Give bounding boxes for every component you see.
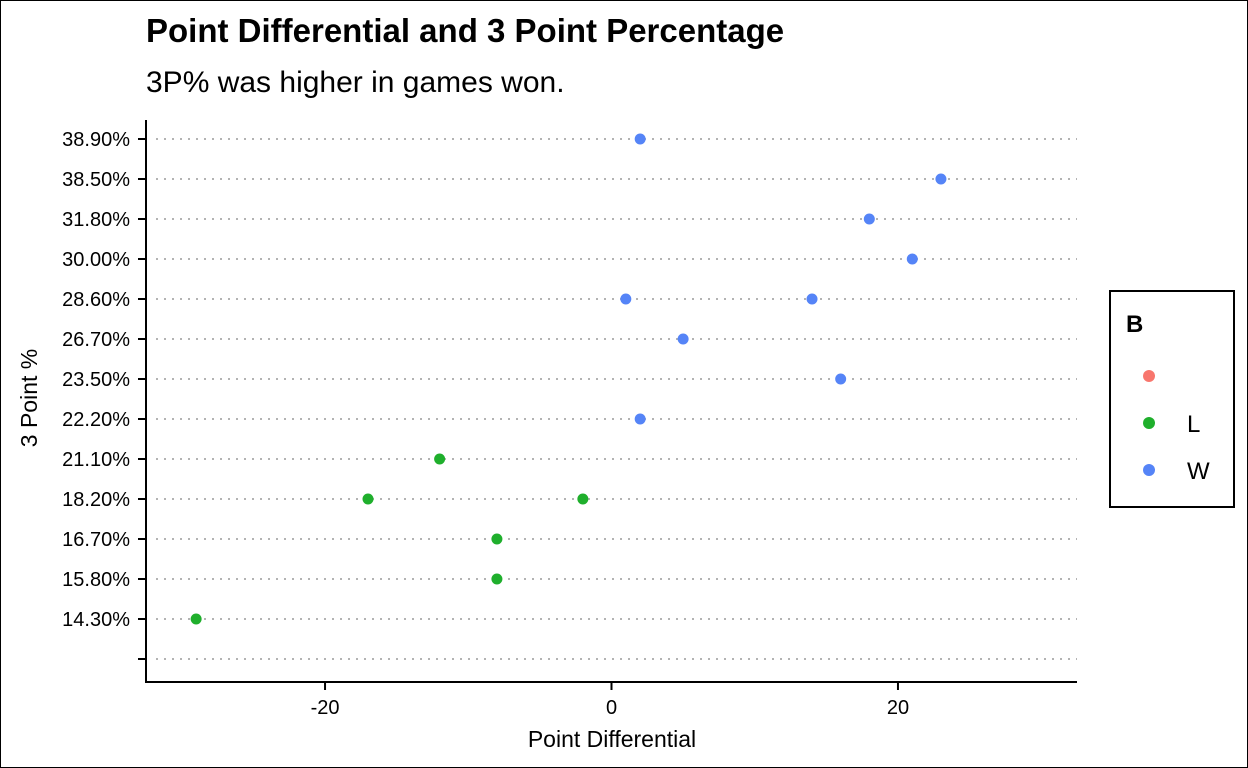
legend-key [1143, 464, 1155, 476]
data-point-w [906, 253, 918, 265]
data-point-l [362, 493, 374, 505]
data-point-w [620, 293, 632, 305]
y-tick-label: 38.50% [62, 169, 130, 191]
chart-title: Point Differential and 3 Point Percentag… [146, 12, 784, 49]
y-tick-label: 23.50% [62, 369, 130, 391]
data-points [190, 133, 947, 625]
legend: B LW [1109, 290, 1235, 508]
y-tick-label: 21.10% [62, 449, 130, 471]
data-point-w [677, 333, 689, 345]
data-point-l [491, 533, 503, 545]
y-tick-label: 31.80% [62, 209, 130, 231]
chart-subtitle: 3P% was higher in games won. [146, 66, 565, 99]
x-tick-label: 20 [887, 697, 909, 719]
x-tick-label: -20 [311, 697, 340, 719]
data-point-w [835, 373, 847, 385]
legend-label: W [1187, 458, 1210, 485]
legend-label: L [1187, 411, 1200, 438]
data-point-l [190, 613, 202, 625]
data-point-w [634, 413, 646, 425]
y-tick-label: 14.30% [62, 609, 130, 631]
data-point-l [434, 453, 446, 465]
y-tick-label: 28.60% [62, 289, 130, 311]
data-point-l [491, 573, 503, 585]
legend-box [1109, 290, 1235, 508]
y-tick-label: 38.90% [62, 129, 130, 151]
y-tick-label: 15.80% [62, 569, 130, 591]
x-tick-label: 0 [606, 697, 617, 719]
data-point-l [577, 493, 589, 505]
x-axis: -20 0 20 [145, 681, 1077, 719]
y-tick-label: 26.70% [62, 329, 130, 351]
data-point-w [634, 133, 646, 145]
gridlines [156, 138, 1077, 660]
data-point-w [806, 293, 818, 305]
legend-key [1143, 370, 1155, 382]
y-tick-label: 18.20% [62, 489, 130, 511]
y-axis: 14.30% 15.80% 16.70% 18.20% 21.10% 22.20% 23.5… [62, 120, 147, 683]
data-point-w [935, 173, 947, 185]
y-tick-label: 22.20% [62, 409, 130, 431]
x-axis-title: Point Differential [528, 726, 696, 752]
data-point-w [863, 213, 875, 225]
y-tick-label: 30.00% [62, 249, 130, 271]
legend-key [1143, 417, 1155, 429]
legend-title: B [1126, 311, 1143, 338]
y-axis-title: 3 Point % [16, 349, 42, 447]
y-tick-label: 16.70% [62, 529, 130, 551]
